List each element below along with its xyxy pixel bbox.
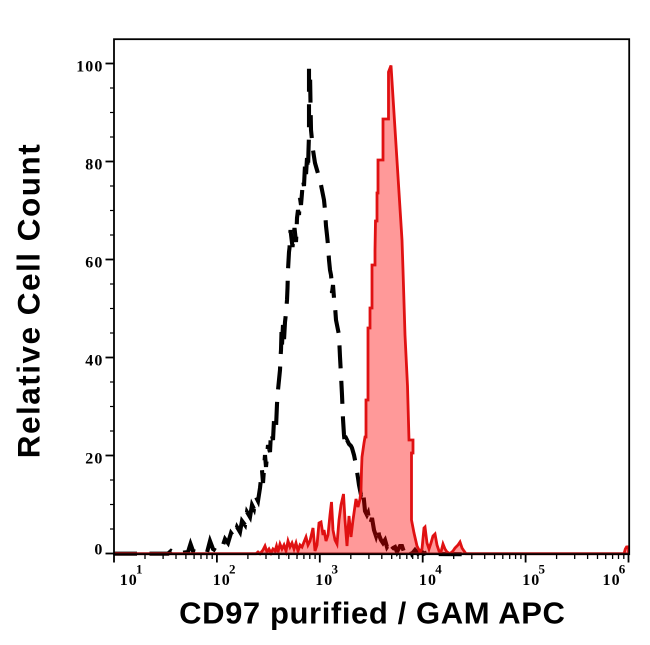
svg-text:10: 10	[315, 572, 333, 589]
svg-text:Relative Cell Count: Relative Cell Count	[11, 143, 47, 459]
svg-text:10: 10	[120, 572, 138, 589]
svg-text:1: 1	[136, 562, 143, 577]
svg-text:10: 10	[213, 572, 231, 589]
svg-text:10: 10	[603, 572, 621, 589]
svg-text:80: 80	[85, 157, 103, 174]
svg-text:3: 3	[332, 562, 339, 577]
svg-text:CD97 purified / GAM APC: CD97 purified / GAM APC	[179, 596, 565, 631]
svg-text:20: 20	[85, 451, 103, 468]
svg-text:0: 0	[94, 542, 103, 559]
svg-text:2: 2	[229, 562, 236, 577]
svg-text:40: 40	[85, 353, 103, 370]
svg-text:10: 10	[419, 572, 437, 589]
svg-text:6: 6	[619, 562, 626, 577]
svg-text:60: 60	[85, 255, 103, 272]
svg-text:4: 4	[435, 562, 442, 577]
svg-text:5: 5	[539, 562, 546, 577]
svg-text:100: 100	[76, 59, 103, 76]
svg-text:10: 10	[522, 572, 540, 589]
